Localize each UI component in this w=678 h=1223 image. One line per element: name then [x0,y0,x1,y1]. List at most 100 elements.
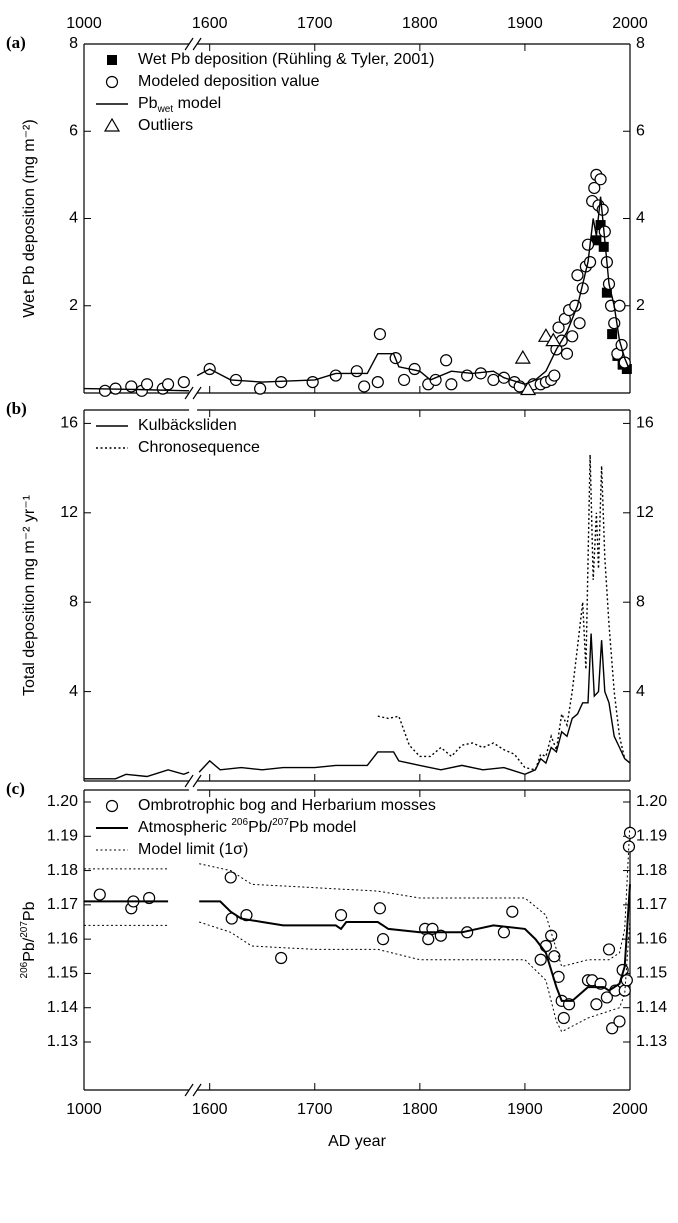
legend-label: Modeled deposition value [138,73,320,90]
y-tick-label: 1.13 [636,1033,667,1050]
axis-break [192,774,202,788]
legend-label-part: 207 [272,817,289,828]
marker-triangle [520,381,537,396]
marker-square [607,329,618,340]
marker-circle [98,384,112,397]
marker-circle [373,328,387,341]
series-line [199,884,631,1002]
marker-circle [93,888,106,901]
y-tick-label: 6 [69,122,78,139]
y-tick-label: 16 [60,415,78,432]
marker-square [601,287,612,298]
marker-circle [445,378,458,391]
y-tick-label: 1.18 [636,862,667,879]
series-line [84,769,190,780]
marker-square [595,220,606,231]
marker-circle [606,1022,619,1035]
y-tick-label: 16 [636,415,654,432]
x-tick-label: 1800 [402,15,438,32]
legend-label: Outliers [138,117,193,134]
legend-swatch [107,55,117,65]
marker-circle [560,347,574,360]
marker-triangle [514,349,531,364]
marker-square [598,241,609,252]
series-line [377,454,626,771]
y-tick-label: 12 [636,504,654,521]
axis-break [192,386,202,400]
x-tick-label: 1900 [507,1101,543,1118]
marker-circle [583,256,597,269]
marker-circle [334,909,348,922]
series-line [199,918,631,1033]
marker-circle [548,369,561,382]
marker-circle [615,338,628,352]
y-axis-label: Total deposition mg m⁻² yr⁻¹ [21,495,38,696]
marker-circle [487,373,500,387]
y-tick-label: 1.15 [636,965,667,982]
marker-circle [306,375,319,389]
legend-swatch [105,799,119,813]
x-tick-label: 1000 [66,15,102,32]
x-tick-label: 1900 [507,15,543,32]
y-tick-label: 8 [636,35,645,52]
legend-label-part: Atmospheric [138,819,231,836]
x-tick-label: 1600 [192,15,228,32]
marker-circle [539,939,553,953]
panel-label: (b) [6,399,27,418]
series-line [196,196,631,386]
marker-circle [161,378,175,391]
x-tick-label: 1700 [297,15,333,32]
legend-label: Kulbäcksliden [138,417,237,434]
marker-circle [240,909,253,922]
y-tick-label: 1.14 [636,999,667,1016]
axis-break [192,37,202,51]
marker-triangle [537,328,554,342]
y-tick-label: 1.13 [47,1033,78,1050]
y-tick-label: 1.16 [47,930,78,947]
marker-circle [545,929,558,942]
x-tick-label: 1700 [297,1101,333,1118]
x-tick-label: 1600 [192,1101,228,1118]
marker-circle [534,953,547,966]
y-tick-label: 1.16 [636,930,667,947]
x-tick-label: 2000 [612,15,648,32]
marker-circle [623,826,637,839]
marker-circle [371,375,384,389]
axis-break [184,37,194,51]
marker-circle [254,382,267,395]
legend-label-part: Pb/ [248,819,273,836]
legend-label-part: 206 [231,817,248,828]
axis-break [184,386,194,400]
axis-break [184,1083,194,1097]
marker-circle [329,369,342,382]
y-tick-label: 1.19 [636,828,667,845]
y-tick-label: 4 [69,683,78,700]
y-tick-label: 4 [69,210,78,227]
x-tick-label: 1000 [66,1101,102,1118]
marker-circle [590,998,603,1011]
y-axis-label: 206Pb/207Pb [19,901,38,978]
marker-circle [548,950,561,963]
marker-circle [557,1011,570,1025]
marker-circle [497,926,511,939]
legend-label-part: Pb [138,95,158,112]
marker-circle [397,373,411,387]
axis-break [192,1083,202,1097]
marker-circle [613,299,626,312]
marker-square [621,364,632,375]
marker-circle [566,330,579,343]
y-tick-label: 6 [636,122,645,139]
y-tick-label: 8 [69,593,78,610]
marker-circle [373,902,387,915]
y-tick-label: 12 [60,504,78,521]
legend-swatch [103,117,121,132]
x-axis-label: AD year [328,1133,386,1150]
legend-label: Pbwet model [138,95,221,115]
marker-circle [350,365,363,378]
y-tick-label: 1.18 [47,862,78,879]
marker-circle [600,991,613,1004]
panel-label: (c) [6,779,25,798]
marker-circle [620,974,633,987]
marker-circle [594,173,607,186]
